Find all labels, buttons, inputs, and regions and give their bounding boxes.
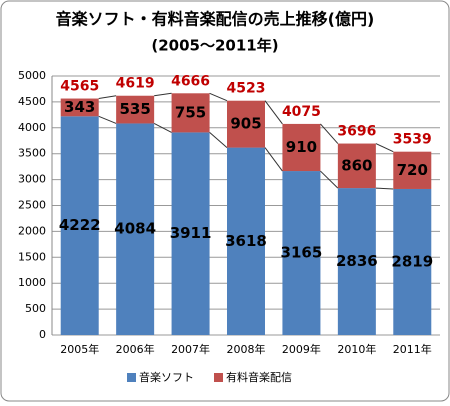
bar-segment <box>60 98 99 117</box>
connector-line <box>209 132 228 148</box>
legend-swatch <box>214 373 223 382</box>
bar-segment <box>282 123 321 172</box>
chart-subtitle: (2005～2011年) <box>151 37 278 55</box>
x-tick-label: 2011年 <box>393 342 432 356</box>
total-label: 4666 <box>171 73 210 89</box>
value-label: 905 <box>230 115 261 133</box>
legend-swatch <box>127 373 136 382</box>
connector-line <box>264 100 283 125</box>
connector-line <box>320 170 339 189</box>
y-tick-label: 500 <box>25 302 46 315</box>
y-tick-label: 1500 <box>18 250 46 263</box>
y-tick-label: 0 <box>39 328 46 341</box>
bar-segment <box>171 93 210 133</box>
value-label: 3911 <box>170 224 212 242</box>
y-tick-label: 2000 <box>18 224 46 237</box>
bar-segment <box>116 95 155 124</box>
value-label: 755 <box>175 103 206 121</box>
y-tick-label: 3000 <box>18 173 46 186</box>
y-tick-label: 3500 <box>18 147 46 160</box>
total-label: 4075 <box>282 104 321 120</box>
connector-line <box>98 95 117 100</box>
total-label: 4565 <box>60 79 99 95</box>
total-label: 4619 <box>116 76 155 92</box>
value-label: 4084 <box>114 220 156 238</box>
value-label: 3165 <box>281 244 323 262</box>
legend-label: 音楽ソフト <box>139 370 194 384</box>
value-label: 3618 <box>225 232 267 250</box>
bar-segment <box>227 100 265 148</box>
value-label: 343 <box>64 98 95 116</box>
y-tick-label: 2500 <box>18 199 46 212</box>
x-tick-label: 2009年 <box>282 342 321 356</box>
connector-line <box>209 92 228 102</box>
connector-line <box>375 187 394 190</box>
connector-line <box>375 143 394 153</box>
bar-segment <box>282 171 321 335</box>
y-tick-label: 1000 <box>18 276 46 289</box>
x-tick-label: 2010年 <box>337 342 376 356</box>
value-label: 910 <box>286 138 317 156</box>
bar-segment <box>171 132 210 335</box>
x-tick-label: 2007年 <box>171 342 210 356</box>
connector-line <box>320 123 339 144</box>
y-tick-label: 4500 <box>18 95 46 108</box>
total-label: 3696 <box>337 124 376 140</box>
x-tick-label: 2006年 <box>116 342 155 356</box>
legend-label: 有料音楽配信 <box>226 370 292 384</box>
bar-segment <box>393 188 432 335</box>
bar-segment <box>337 143 376 189</box>
value-label: 860 <box>341 156 372 174</box>
bar-segment <box>337 188 376 335</box>
value-label: 720 <box>397 161 428 179</box>
value-label: 535 <box>119 100 150 118</box>
bar-segment <box>227 147 265 335</box>
bar-segment <box>116 123 155 336</box>
bar-segment <box>60 116 99 335</box>
connector-line <box>154 92 172 97</box>
connector-line <box>264 147 283 172</box>
connector-line <box>153 123 172 133</box>
value-label: 2836 <box>336 252 378 270</box>
y-tick-label: 4000 <box>18 121 46 134</box>
connector-line <box>98 115 117 124</box>
x-tick-label: 2005年 <box>60 342 99 356</box>
total-label: 3539 <box>393 132 432 148</box>
x-tick-label: 2008年 <box>227 342 266 356</box>
chart-title: 音楽ソフト・有料音楽配信の売上推移(億円) <box>56 10 375 29</box>
value-label: 2819 <box>391 252 433 270</box>
value-label: 4222 <box>59 216 101 234</box>
total-label: 4523 <box>227 81 266 97</box>
y-tick-label: 5000 <box>18 69 46 82</box>
bar-segment <box>393 151 432 189</box>
